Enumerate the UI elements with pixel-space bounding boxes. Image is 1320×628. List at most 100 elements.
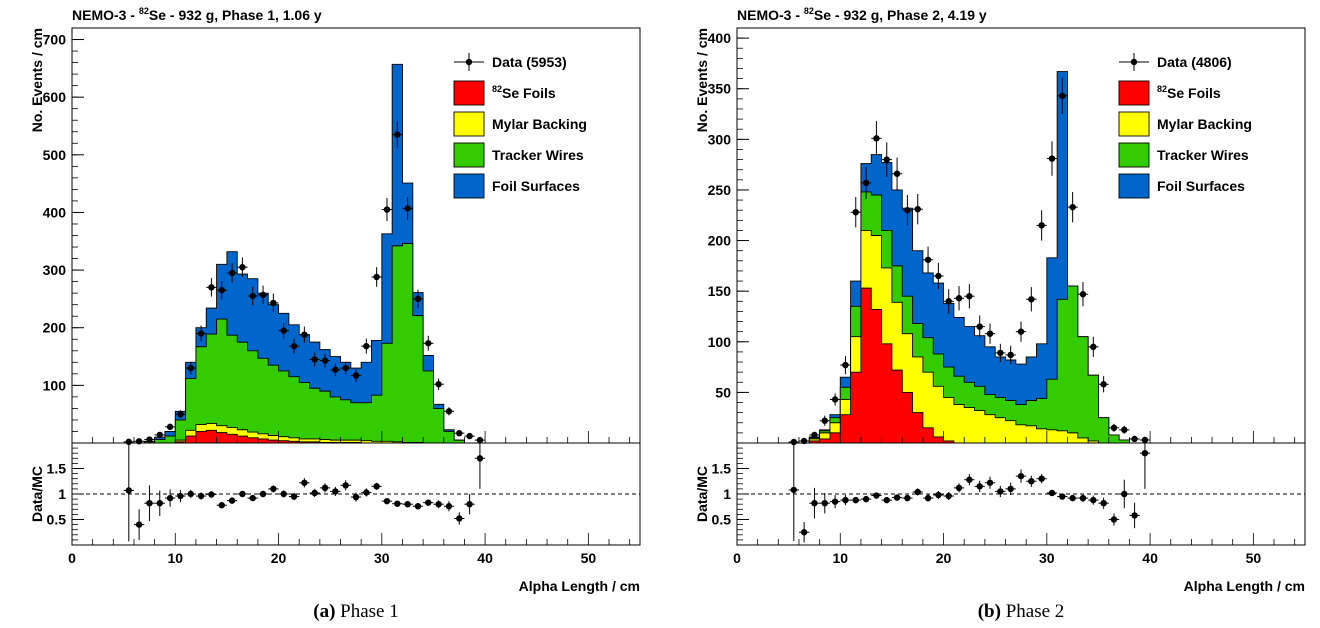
data-point xyxy=(476,436,484,444)
y-tick-label: 400 xyxy=(43,204,67,220)
data-point xyxy=(821,417,828,424)
legend-label-text: Se Foils xyxy=(502,85,556,101)
legend-swatch xyxy=(1118,142,1150,168)
data-point xyxy=(862,179,870,187)
ratio-point xyxy=(904,494,911,502)
data-point xyxy=(924,256,932,263)
ratio-point xyxy=(259,490,267,498)
ratio-point xyxy=(1090,496,1097,504)
ratio-point xyxy=(311,489,318,497)
ratio-point xyxy=(228,497,236,504)
data-point xyxy=(873,135,880,142)
ratio-point xyxy=(352,493,360,501)
data-point xyxy=(280,327,287,334)
x-axis-label: Alpha Length / cm xyxy=(519,578,640,594)
data-point xyxy=(218,287,225,294)
data-point xyxy=(945,298,952,305)
ratio-point xyxy=(924,494,932,502)
ratio-point xyxy=(197,492,205,500)
data-point xyxy=(1110,424,1118,432)
y-tick-label: 100 xyxy=(43,377,67,393)
legend-superscript: 82 xyxy=(492,84,502,94)
title-superscript: 82 xyxy=(139,6,149,16)
data-point xyxy=(146,436,153,443)
ratio-point xyxy=(1141,450,1149,457)
panel-1: NEMO-3 - 82Se - 932 g, Phase 1, 1.06 y 10… xyxy=(29,6,641,622)
data-point xyxy=(259,291,267,299)
data-point xyxy=(852,209,859,216)
ratio-point xyxy=(218,502,225,509)
chart-title: NEMO-3 - 82Se - 932 g, Phase 1, 1.06 y xyxy=(72,6,322,23)
ratio-point xyxy=(997,488,1004,495)
legend-swatch xyxy=(1118,111,1150,137)
data-point xyxy=(228,269,236,277)
panel-caption: (b) Phase 2 xyxy=(978,601,1065,622)
ratio-y-tick-label: 0.5 xyxy=(712,512,732,528)
data-point xyxy=(842,361,849,369)
ratio-point xyxy=(270,485,277,493)
legend-swatch xyxy=(1118,80,1150,106)
ratio-point xyxy=(135,521,143,528)
caption-text: Phase 2 xyxy=(1001,601,1064,622)
ratio-point xyxy=(239,490,246,498)
y-axis-label: No. Events / cm xyxy=(694,28,710,132)
legend-label: 82Se Foils xyxy=(1157,84,1221,101)
data-point xyxy=(904,206,911,214)
stack-tracker-wires xyxy=(123,243,486,444)
data-point xyxy=(935,272,942,280)
ratio-point xyxy=(842,496,849,504)
ratio-point xyxy=(404,501,411,508)
ratio-point xyxy=(955,484,963,492)
ratio-point xyxy=(125,487,132,494)
ratio-point xyxy=(883,496,890,504)
legend-superscript: 82 xyxy=(1157,84,1167,94)
data-point xyxy=(1059,92,1066,100)
ratio-point xyxy=(208,491,215,498)
legend-label: Data (4806) xyxy=(1157,54,1232,70)
ratio-y-axis-label: Data/MC xyxy=(29,466,45,522)
ratio-point xyxy=(394,500,401,507)
ratio-point xyxy=(1017,472,1025,480)
x-tick-label: 40 xyxy=(1142,550,1158,566)
ratio-point xyxy=(373,483,380,490)
ratio-point xyxy=(1059,493,1066,500)
ratio-point xyxy=(914,488,921,496)
data-point xyxy=(352,372,360,379)
data-point xyxy=(425,340,432,347)
data-point xyxy=(790,438,797,446)
x-tick-label: 20 xyxy=(271,550,287,566)
data-point xyxy=(986,330,994,337)
data-point xyxy=(1079,291,1087,298)
ratio-point xyxy=(852,496,859,504)
data-point xyxy=(466,432,473,440)
data-point xyxy=(831,396,839,403)
data-point xyxy=(883,156,890,163)
ratio-point xyxy=(1131,512,1138,519)
ratio-point xyxy=(790,486,797,494)
legend-swatch xyxy=(453,142,485,168)
title-prefix: NEMO-3 - xyxy=(72,7,139,23)
data-point xyxy=(373,273,380,281)
x-tick-label: 30 xyxy=(374,550,390,566)
data-point xyxy=(1038,222,1045,229)
data-point xyxy=(1131,435,1138,443)
ratio-point xyxy=(986,479,994,486)
data-point xyxy=(332,366,339,373)
data-point xyxy=(966,293,973,300)
ratio-y-tick-label: 1.5 xyxy=(47,461,67,477)
x-tick-label: 50 xyxy=(581,550,597,566)
x-tick-label: 40 xyxy=(477,550,493,566)
ratio-point xyxy=(166,494,174,502)
ratio-point xyxy=(811,499,818,507)
ratio-point xyxy=(414,503,422,510)
legend-swatch xyxy=(453,80,485,106)
ratio-y-tick-label: 1 xyxy=(723,486,731,502)
data-point xyxy=(1100,381,1107,388)
legend-data-marker xyxy=(465,58,473,66)
data-point xyxy=(187,364,194,372)
y-tick-label: 200 xyxy=(43,320,67,336)
data-point xyxy=(156,431,163,439)
title-superscript: 82 xyxy=(804,6,814,16)
legend-label: 82Se Foils xyxy=(492,84,556,101)
